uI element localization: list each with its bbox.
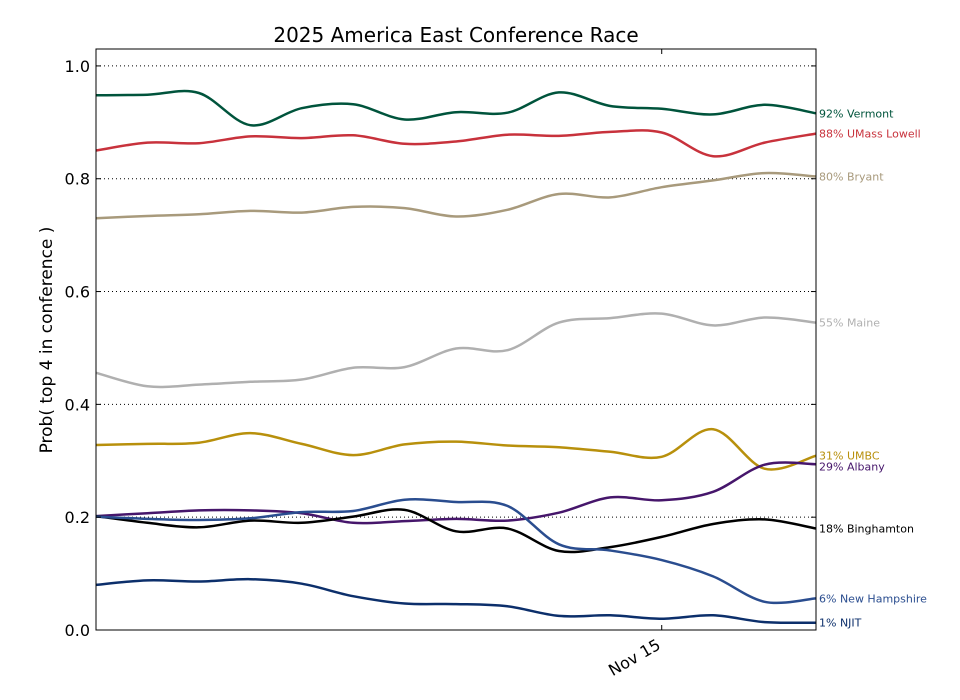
series-label-umass-lowell: 88% UMass Lowell [819, 128, 921, 141]
y-tick-label: 0.4 [65, 395, 90, 414]
series-label-binghamton: 18% Binghamton [819, 522, 914, 535]
y-tick-label: 0.6 [65, 283, 90, 302]
series-line-vermont [95, 89, 817, 127]
x-tick-label: Nov 15 [605, 635, 664, 680]
series-label-new-hampshire: 6% New Hampshire [819, 592, 927, 605]
series-label-umbc: 31% UMBC [819, 450, 880, 463]
series-line-umbc [95, 427, 817, 471]
series-line-binghamton [95, 508, 817, 554]
series-line-njit [95, 577, 817, 625]
y-tick-label: 0.8 [65, 170, 90, 189]
y-tick-label: 0.0 [65, 621, 90, 640]
plot-frame [95, 48, 817, 631]
y-tick-label: 1.0 [65, 57, 90, 76]
series-line-umass-lowell [95, 129, 817, 158]
series-label-maine: 55% Maine [819, 317, 880, 330]
y-axis-label: Prob( top 4 in conference ) [37, 227, 57, 454]
y-tick-label: 0.2 [65, 508, 90, 527]
series-line-maine [95, 312, 817, 389]
chart-title: 2025 America East Conference Race [273, 23, 638, 47]
series-line-new-hampshire [95, 498, 817, 605]
series-label-vermont: 92% Vermont [819, 107, 894, 120]
series-line-bryant [95, 171, 817, 220]
gridlines [96, 65, 816, 518]
series-label-albany: 29% Albany [819, 461, 885, 474]
series-lines [95, 89, 817, 625]
series-label-njit: 1% NJIT [819, 617, 862, 630]
series-line-albany [95, 461, 817, 525]
series-end-labels: 92% Vermont 88% UMass Lowell 80% Bryant 55%… [819, 107, 927, 629]
series-label-bryant: 80% Bryant [819, 170, 884, 183]
